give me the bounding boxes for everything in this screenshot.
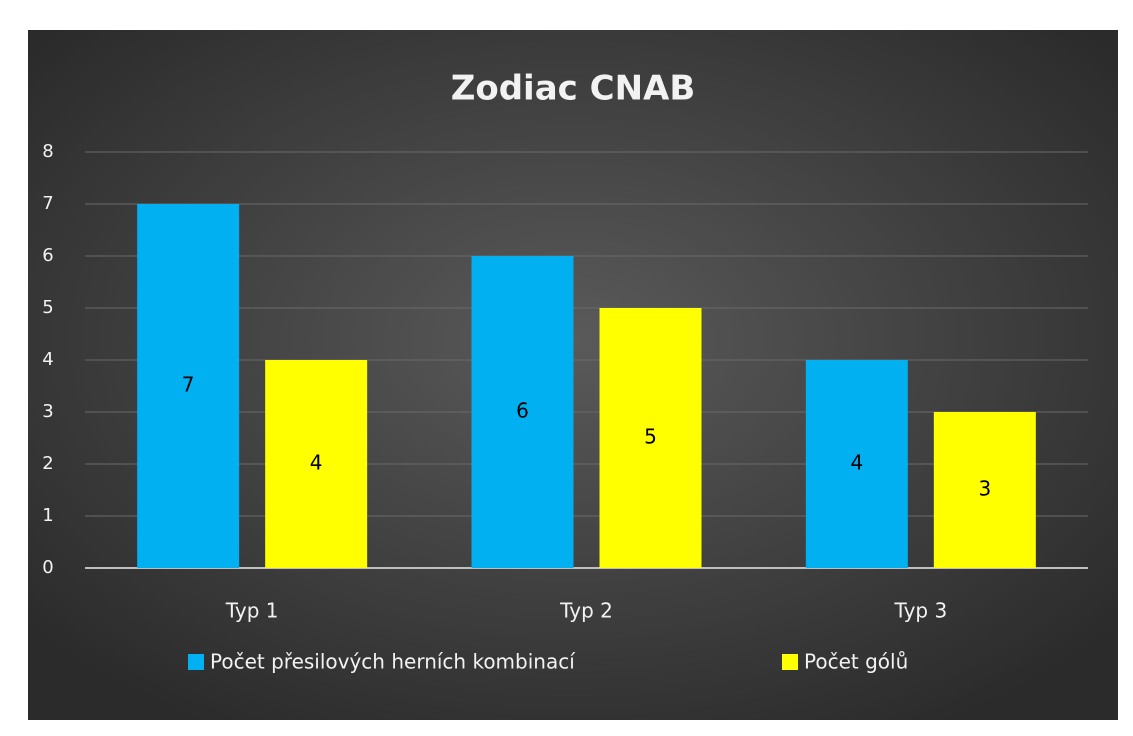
y-tick-label: 4 <box>42 349 53 370</box>
y-tick-label: 0 <box>42 557 53 578</box>
bar <box>933 412 1036 568</box>
bar <box>599 308 702 568</box>
bar <box>805 360 908 568</box>
y-tick-label: 6 <box>42 245 53 266</box>
y-tick-label: 5 <box>42 297 53 318</box>
y-tick-label: 2 <box>42 453 53 474</box>
bar <box>471 256 574 568</box>
chart-title: Zodiac CNAB <box>451 69 696 109</box>
legend-swatch <box>188 654 204 670</box>
y-tick-label: 3 <box>42 401 53 422</box>
data-label: 4 <box>310 451 323 475</box>
data-label: 3 <box>978 477 991 501</box>
data-label: 5 <box>644 425 657 449</box>
bar <box>137 204 240 568</box>
y-tick-label: 7 <box>42 193 53 214</box>
x-tick-label: Typ 3 <box>893 599 947 623</box>
legend-swatch <box>782 654 798 670</box>
legend-label: Počet gólů <box>804 650 908 674</box>
x-tick-label: Typ 1 <box>225 599 279 623</box>
data-label: 4 <box>850 451 863 475</box>
y-tick-label: 1 <box>42 505 53 526</box>
data-label: 7 <box>182 373 195 397</box>
bar <box>265 360 368 568</box>
x-tick-label: Typ 2 <box>559 599 613 623</box>
y-tick-label: 8 <box>42 141 53 162</box>
legend-label: Počet přesilových herních kombinací <box>210 650 576 674</box>
data-label: 6 <box>516 399 529 423</box>
